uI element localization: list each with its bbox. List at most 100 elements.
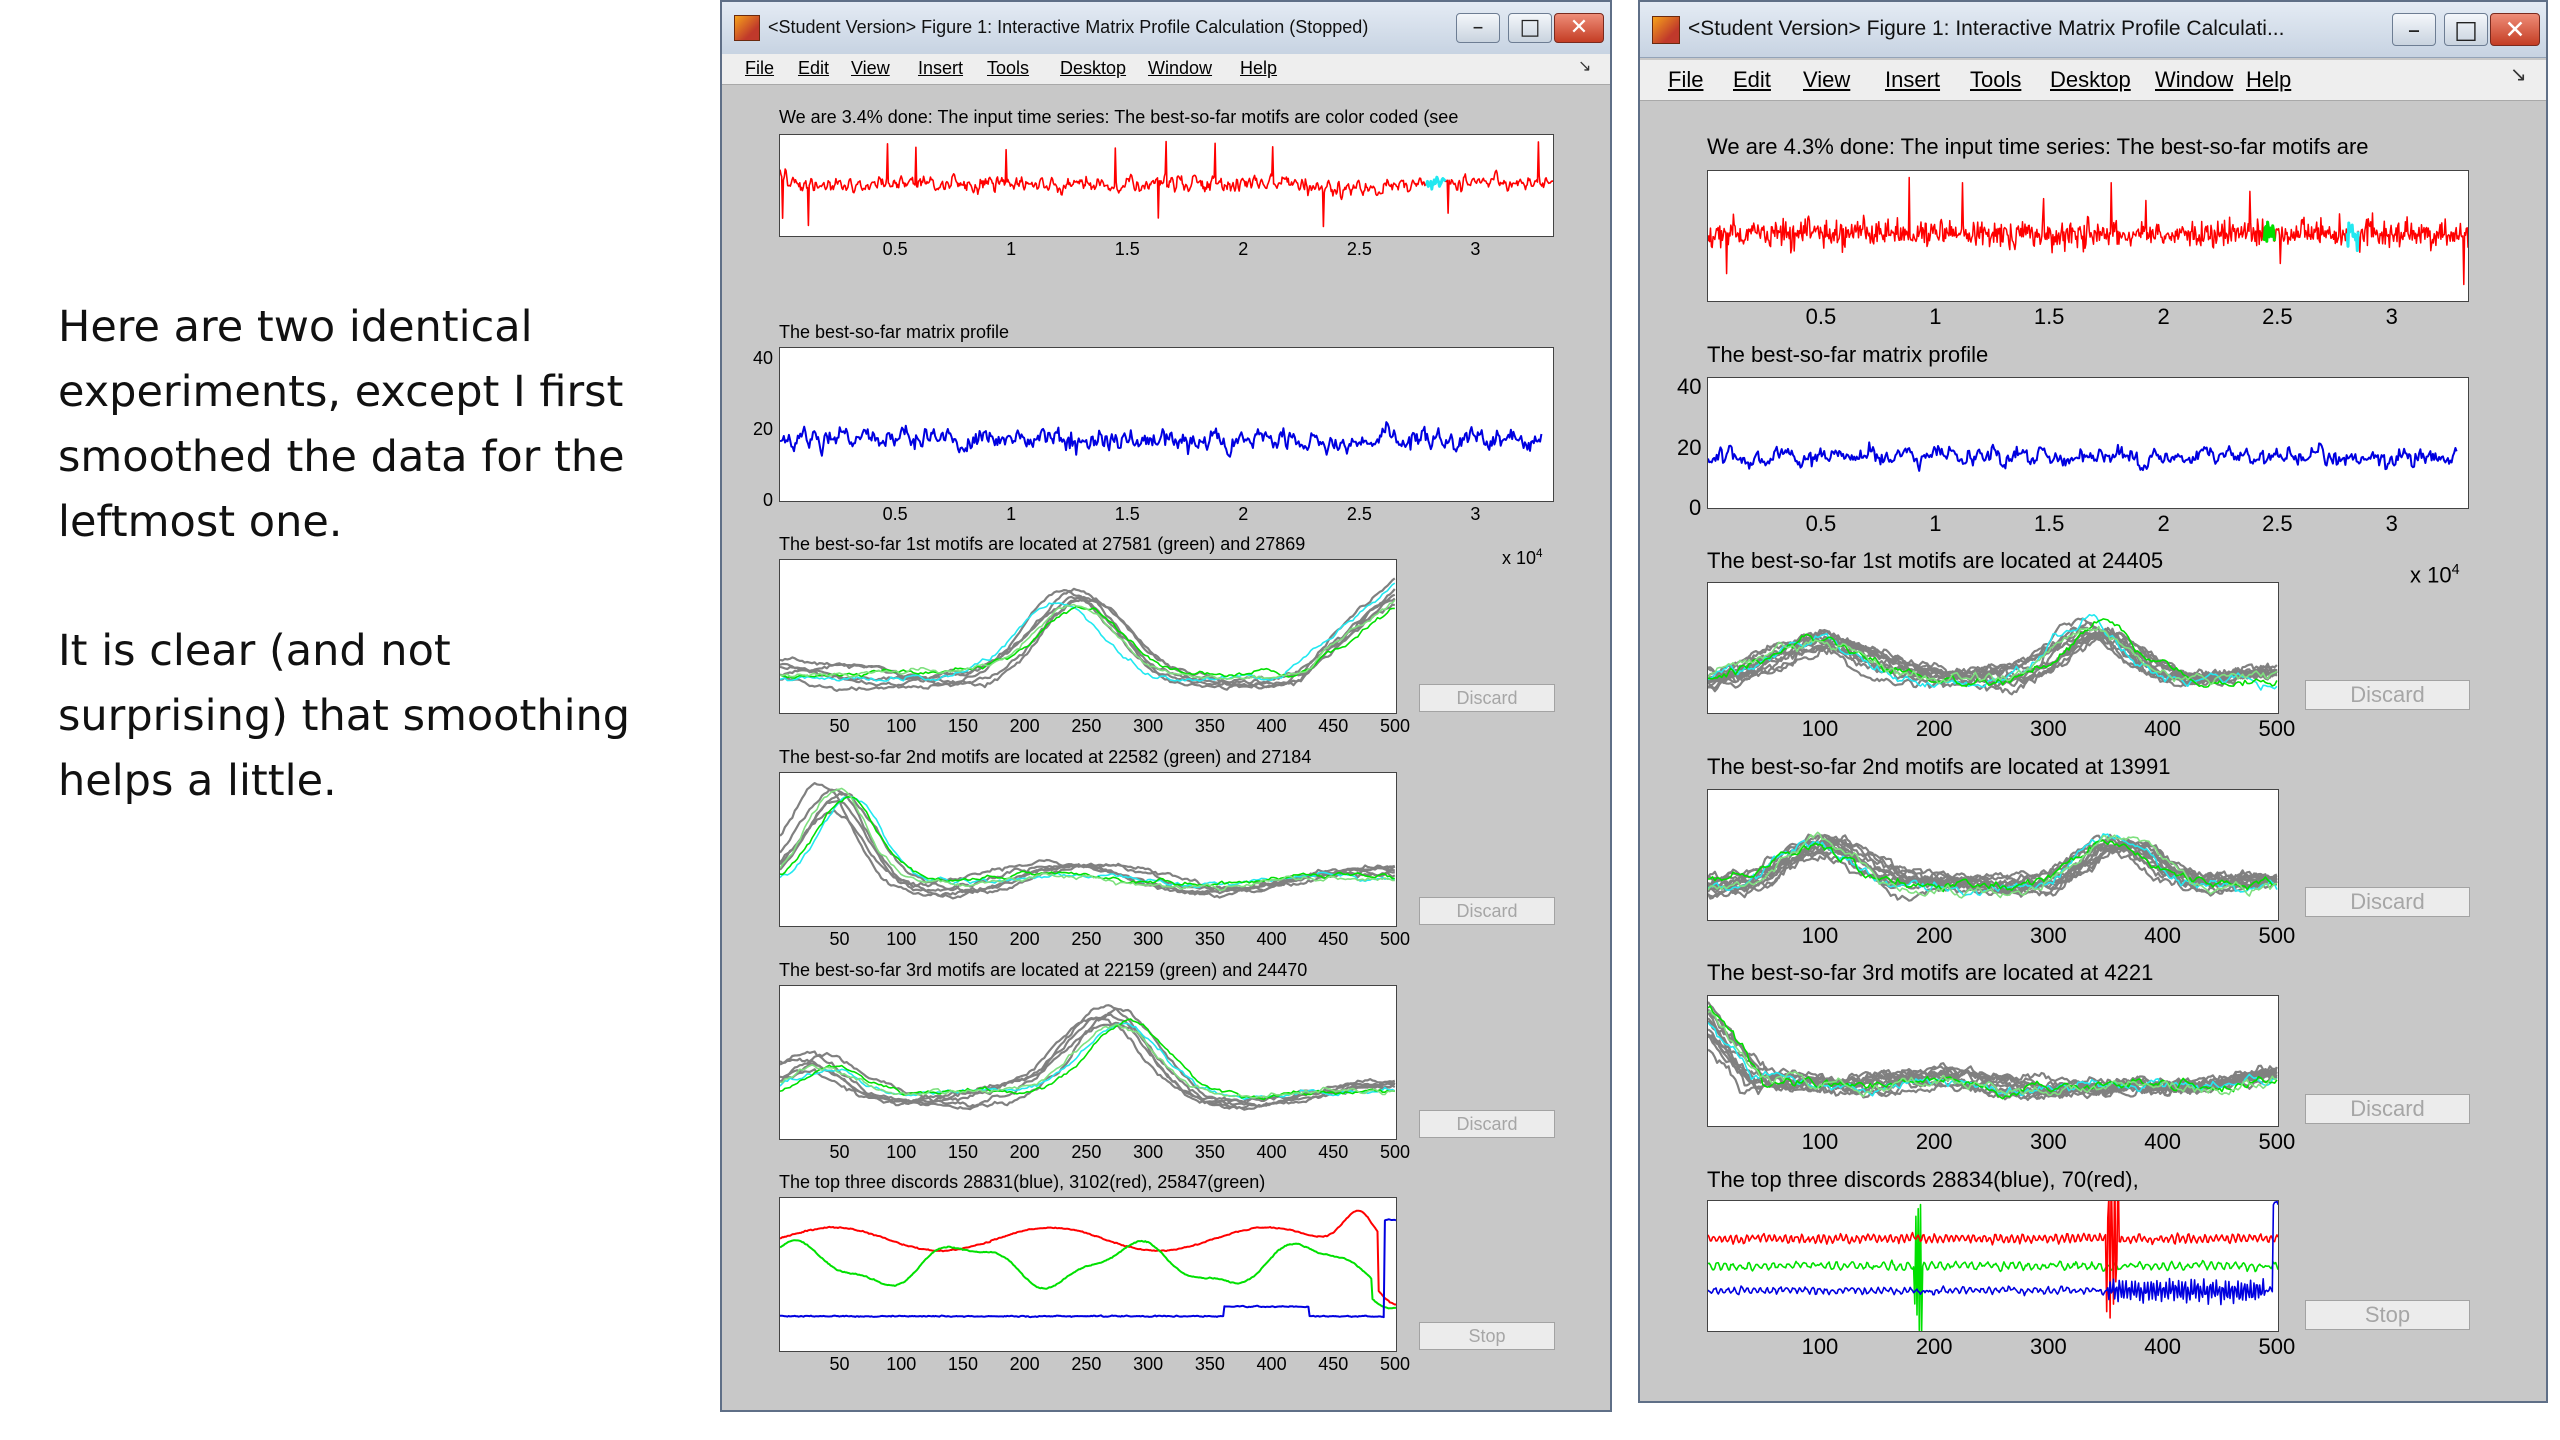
menu-item-edit[interactable]: Edit bbox=[798, 58, 830, 78]
x-tick-label: 100 bbox=[1801, 716, 1839, 741]
menu-item-desktop[interactable]: Desktop bbox=[1060, 58, 1127, 78]
minimize-button[interactable]: – bbox=[2392, 13, 2436, 46]
profile-axes bbox=[1707, 377, 2469, 509]
minimize-button[interactable]: – bbox=[1456, 13, 1500, 43]
menu-item-file[interactable]: File bbox=[1668, 67, 1704, 92]
x-tick-label: 1 bbox=[1006, 504, 1017, 524]
menu-item-desktop[interactable]: Desktop bbox=[2050, 67, 2131, 92]
discord-trace-line bbox=[1708, 1201, 2278, 1319]
x-tick-label: 350 bbox=[1194, 716, 1225, 736]
slide-paragraph-1: Here are two identical experiments, exce… bbox=[58, 302, 625, 547]
motif-trace-line bbox=[1708, 1009, 2278, 1098]
x-tick-label: 2.5 bbox=[1346, 504, 1372, 524]
matrix-profile-line bbox=[1708, 441, 2458, 472]
x-tick-label: 300 bbox=[2030, 1129, 2067, 1154]
discord-trace-line bbox=[780, 1239, 1396, 1310]
menu-item-tools[interactable]: Tools bbox=[1970, 67, 2022, 92]
maximize-button[interactable]: □ bbox=[2444, 13, 2488, 46]
x-tick-label: 450 bbox=[1318, 716, 1349, 736]
x-tick-label: 200 bbox=[1009, 716, 1040, 736]
close-button[interactable]: ✕ bbox=[2490, 13, 2540, 46]
x-tick-label: 250 bbox=[1071, 929, 1102, 949]
motif-trace-line bbox=[780, 587, 1396, 692]
discard-motif3-button[interactable]: Discard bbox=[2305, 1094, 2470, 1124]
x-tick-label: 300 bbox=[1133, 716, 1164, 736]
motif2-plot-title: The best-so-far 2nd motifs are located a… bbox=[1707, 754, 2171, 779]
x-tick-label: 200 bbox=[1915, 923, 1953, 948]
menu-item-insert[interactable]: Insert bbox=[1885, 67, 1941, 92]
profile-plot-svg bbox=[1708, 441, 2458, 472]
menu-item-insert[interactable]: Insert bbox=[918, 58, 964, 78]
matlab-figure-window-right[interactable]: <Student Version> Figure 1: Interactive … bbox=[1638, 0, 2548, 1403]
menu-item-help[interactable]: Help bbox=[2246, 67, 2292, 92]
x-tick-label: 500 bbox=[2258, 1334, 2296, 1359]
menu-dock-arrow-icon[interactable]: ↘ bbox=[1578, 58, 1592, 75]
x-tick-label: 3 bbox=[2385, 304, 2398, 329]
discard-motif1-button[interactable]: Discard bbox=[1419, 684, 1555, 712]
x-tick-label: 50 bbox=[829, 1142, 850, 1162]
discord-plot-title: The top three discords 28831(blue), 3102… bbox=[779, 1172, 1266, 1192]
x-tick-label: 50 bbox=[829, 1354, 850, 1374]
menu-item-window[interactable]: Window bbox=[1148, 58, 1213, 78]
x-tick-label: 200 bbox=[1915, 1129, 1953, 1154]
discard-motif2-button[interactable]: Discard bbox=[1419, 897, 1555, 925]
x-tick-label: 200 bbox=[1009, 1354, 1040, 1374]
menu-dock-arrow-icon[interactable]: ↘ bbox=[2510, 64, 2527, 86]
menu-item-file[interactable]: File bbox=[745, 58, 775, 78]
discord-plot-svg bbox=[1708, 1201, 2278, 1331]
stop-button[interactable]: Stop bbox=[2305, 1300, 2470, 1330]
menu-bar: File Edit View Insert Tools Desktop Window Help… bbox=[722, 54, 1610, 85]
series-axes bbox=[1707, 170, 2469, 302]
discard-motif2-button[interactable]: Discard bbox=[2305, 887, 2470, 917]
menu-item-edit[interactable]: Edit bbox=[1733, 67, 1771, 92]
x-tick-label: 3 bbox=[1470, 239, 1481, 259]
x-tick-label: 2.5 bbox=[2262, 304, 2293, 329]
discord-plot-title: The top three discords 28834(blue), 70(r… bbox=[1707, 1167, 2139, 1192]
x-axis-exponent: x 104 bbox=[2410, 562, 2460, 588]
discord-trace-line bbox=[1708, 1201, 2278, 1306]
x-tick-label: 1.5 bbox=[2033, 304, 2065, 329]
x-axis-exponent: x 104 bbox=[1502, 547, 1543, 569]
x-tick-label: 200 bbox=[1915, 716, 1953, 741]
menu-item-view[interactable]: View bbox=[1803, 67, 1851, 92]
motif-trace-line bbox=[1708, 1005, 2278, 1100]
stop-button[interactable]: Stop bbox=[1419, 1322, 1555, 1350]
x-tick-label: 100 bbox=[1801, 1334, 1839, 1359]
discard-motif3-button[interactable]: Discard bbox=[1419, 1110, 1555, 1138]
motif-highlight-line bbox=[2345, 221, 2360, 252]
discord-axes bbox=[1707, 1200, 2279, 1332]
motif1-plot-svg bbox=[1708, 613, 2278, 696]
menu-item-tools[interactable]: Tools bbox=[987, 58, 1030, 78]
x-tick-label: 2 bbox=[1238, 504, 1249, 524]
discord-axes bbox=[779, 1197, 1397, 1352]
close-button[interactable]: ✕ bbox=[1554, 13, 1604, 43]
x-tick-label: 150 bbox=[947, 929, 978, 949]
motif3-axes bbox=[1707, 995, 2279, 1127]
motif2-axes bbox=[1707, 789, 2279, 921]
discard-motif1-button[interactable]: Discard bbox=[2305, 680, 2470, 710]
x-tick-label: 250 bbox=[1071, 1142, 1102, 1162]
x-tick-label: 500 bbox=[1380, 1142, 1411, 1162]
x-tick-label: 450 bbox=[1318, 929, 1349, 949]
maximize-icon: □ bbox=[1519, 15, 1541, 40]
x-tick-label: 100 bbox=[886, 929, 917, 949]
x-tick-label: 450 bbox=[1318, 1142, 1349, 1162]
matlab-figure-window-left[interactable]: <Student Version> Figure 1: Interactive … bbox=[720, 0, 1612, 1412]
motif-trace-line bbox=[780, 1013, 1396, 1110]
x-tick-label: 450 bbox=[1318, 1354, 1349, 1374]
maximize-button[interactable]: □ bbox=[1508, 13, 1552, 43]
menu-item-help[interactable]: Help bbox=[1240, 58, 1278, 78]
x-tick-label: 200 bbox=[1009, 929, 1040, 949]
x-tick-label: 2 bbox=[1238, 239, 1249, 259]
menu-item-window[interactable]: Window bbox=[2155, 67, 2234, 92]
x-tick-label: 500 bbox=[1380, 716, 1411, 736]
minimize-icon: – bbox=[1472, 15, 1484, 40]
x-tick-label: 500 bbox=[1380, 1354, 1411, 1374]
motif1-plot-title: The best-so-far 1st motifs are located a… bbox=[1707, 548, 2164, 573]
window-title: <Student Version> Figure 1: Interactive … bbox=[768, 17, 1369, 37]
x-tick-label: 2 bbox=[2157, 511, 2170, 536]
x-tick-label: 500 bbox=[2258, 923, 2296, 948]
x-tick-label: 500 bbox=[2258, 1129, 2296, 1154]
motif-trace-line bbox=[780, 593, 1396, 690]
menu-item-view[interactable]: View bbox=[851, 58, 890, 78]
